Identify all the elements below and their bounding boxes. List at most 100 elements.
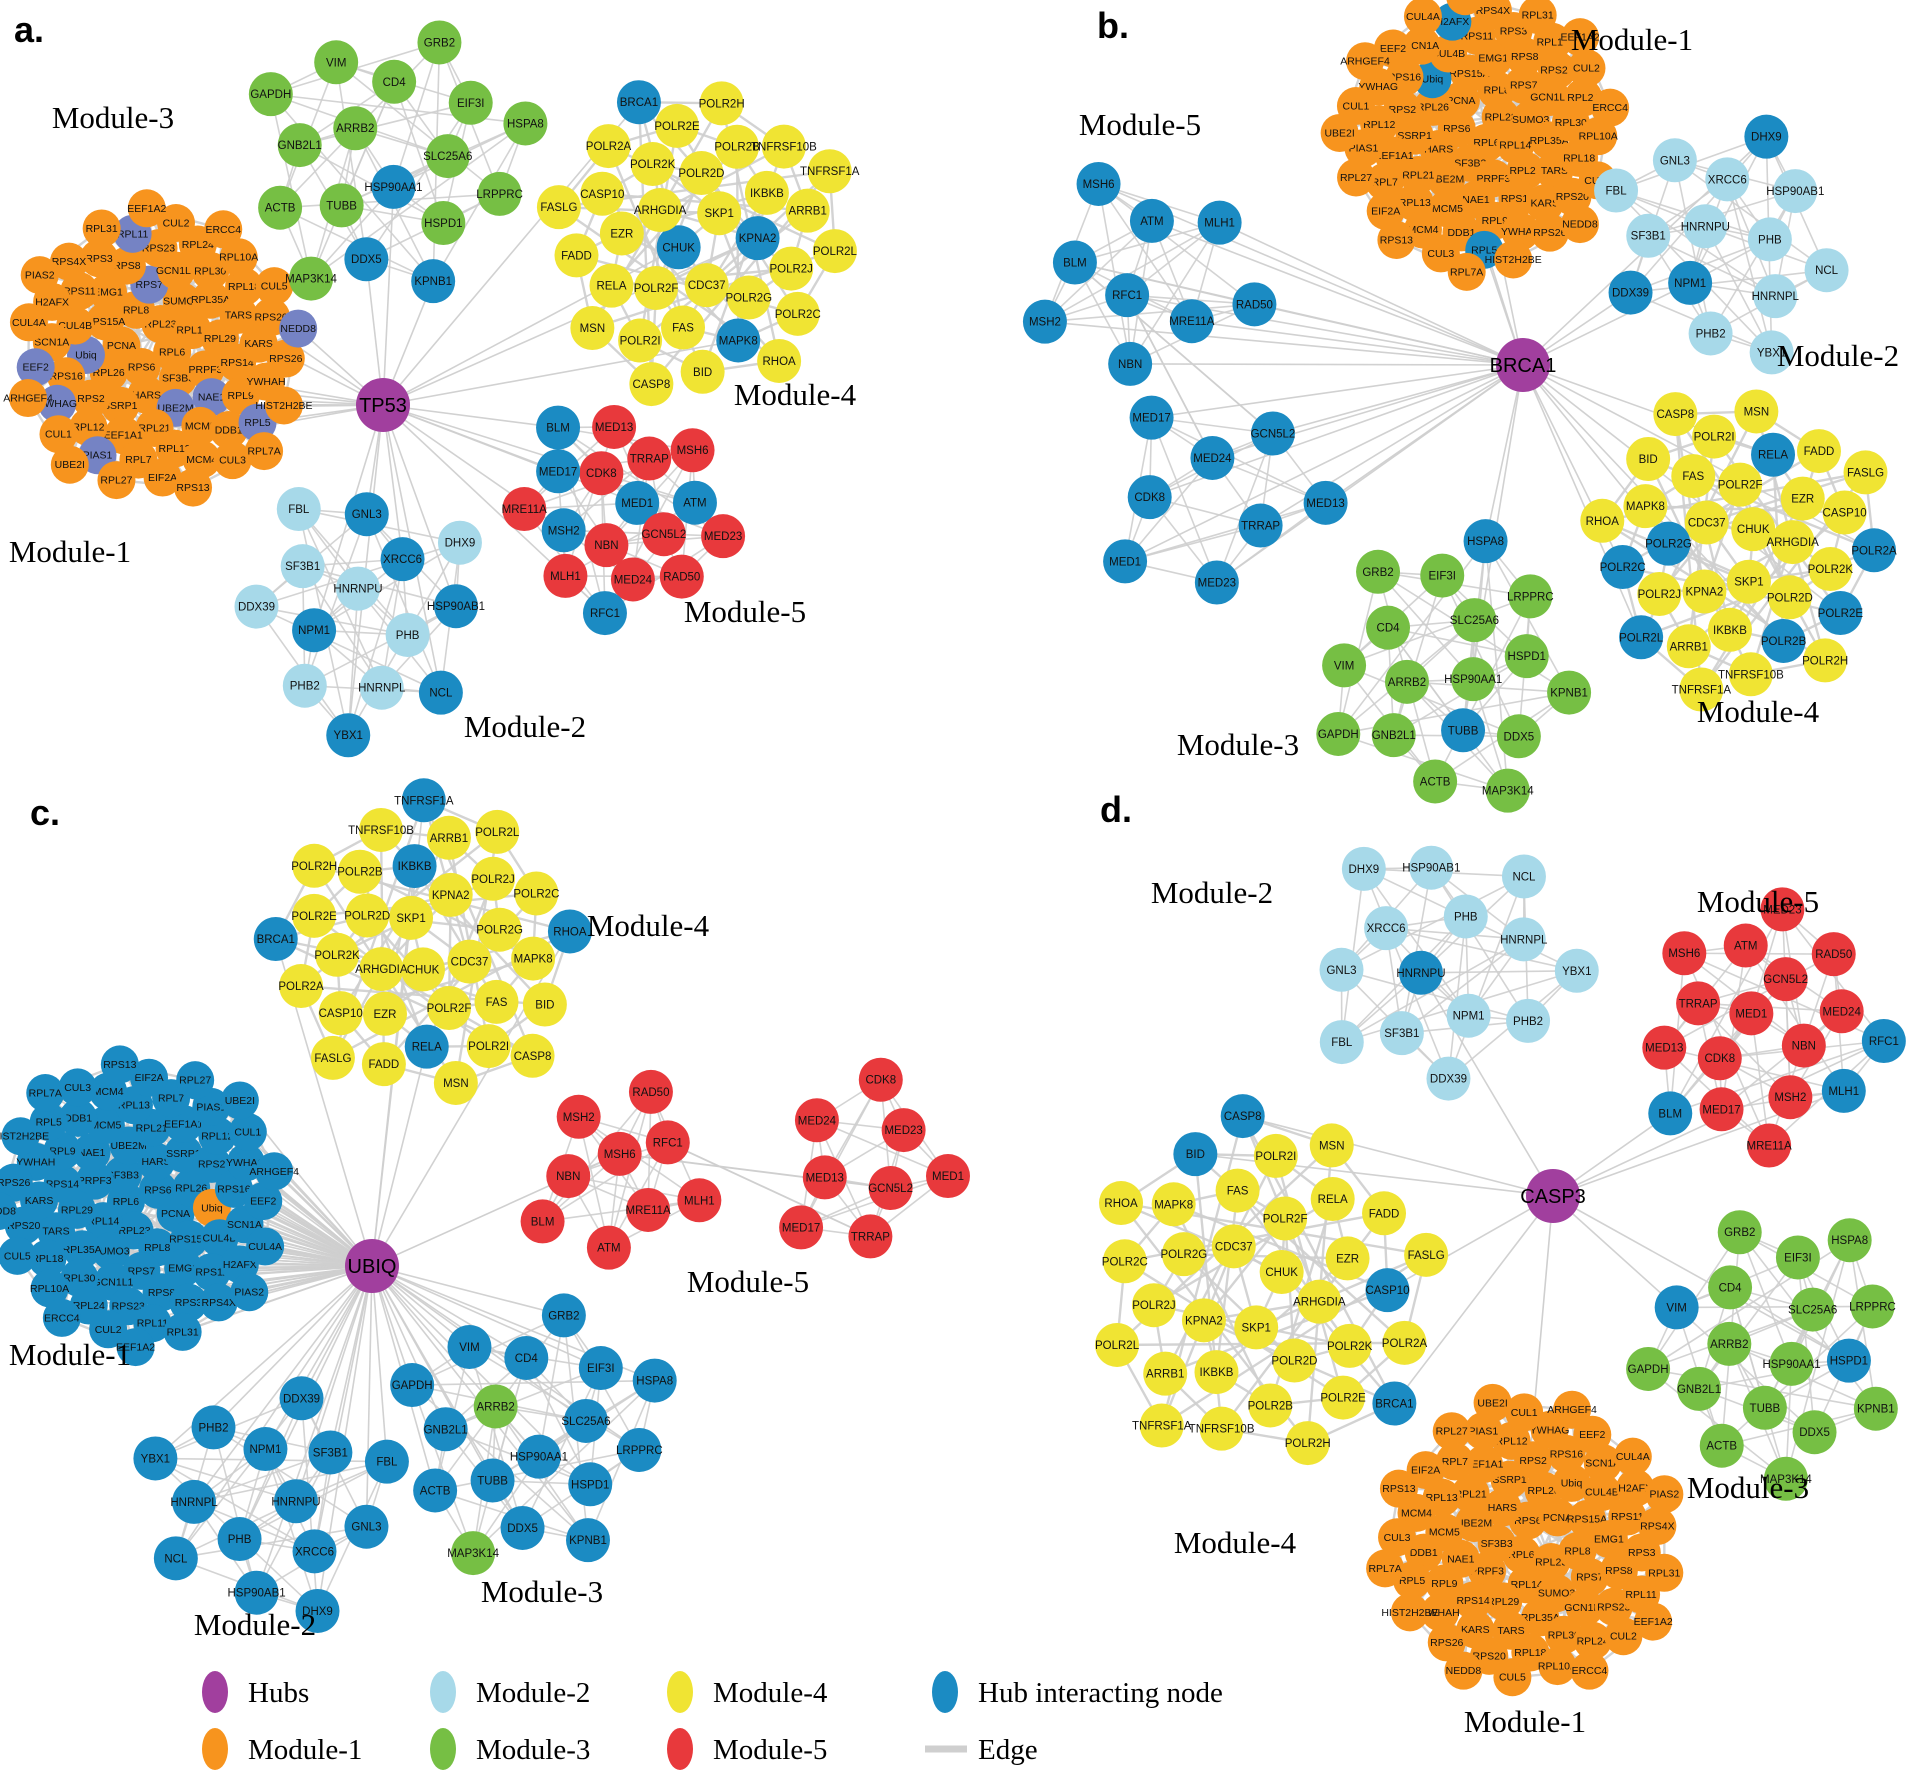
node-NEDD8[interactable] — [1444, 1651, 1483, 1690]
node-MED24[interactable] — [794, 1098, 839, 1143]
node-HNRNPL[interactable] — [1753, 274, 1798, 319]
node-POLR2J[interactable] — [1637, 572, 1682, 617]
node-CUL3[interactable] — [58, 1068, 97, 1107]
node-GNL3[interactable] — [1652, 138, 1697, 183]
node-NEDD8[interactable] — [0, 1192, 18, 1230]
node-RHOA[interactable] — [547, 909, 592, 954]
node-POLR2H[interactable] — [292, 843, 337, 888]
node-VIM[interactable] — [447, 1324, 492, 1369]
node-VIM[interactable] — [314, 40, 359, 85]
node-EEF2[interactable] — [16, 348, 55, 387]
node-RPL9[interactable] — [1425, 1564, 1464, 1603]
node-GAPDH[interactable] — [390, 1363, 435, 1408]
node-ERCC4[interactable] — [1570, 1651, 1609, 1690]
node-POLR2A[interactable] — [279, 964, 324, 1009]
node-CDK8[interactable] — [858, 1057, 903, 1102]
node-RELA[interactable] — [1751, 432, 1796, 477]
node-MSH2[interactable] — [1768, 1075, 1813, 1120]
node-GRB2[interactable] — [1717, 1210, 1762, 1255]
node-POLR2H[interactable] — [699, 81, 744, 126]
node-GNB2L1[interactable] — [423, 1407, 468, 1452]
node-TNFRSF10B[interactable] — [359, 807, 404, 852]
node-FASLG[interactable] — [1404, 1232, 1449, 1277]
node-PHB[interactable] — [217, 1517, 262, 1562]
node-BLM[interactable] — [520, 1199, 565, 1244]
node-BID[interactable] — [1173, 1132, 1218, 1177]
node-GNL3[interactable] — [344, 1504, 389, 1549]
node-TRRAP[interactable] — [1676, 981, 1721, 1026]
node-MAP3K14[interactable] — [451, 1531, 496, 1576]
node-CD4[interactable] — [1708, 1265, 1753, 1310]
node-GAPDH[interactable] — [248, 72, 293, 117]
node-CASP8[interactable] — [1653, 392, 1698, 437]
node-MED17[interactable] — [536, 449, 581, 494]
node-CASP8[interactable] — [510, 1033, 555, 1078]
node-CDK8[interactable] — [1697, 1036, 1742, 1081]
node-DDX39[interactable] — [234, 584, 279, 629]
node-RHOA[interactable] — [1580, 498, 1625, 543]
node-PRPF3[interactable] — [75, 1161, 114, 1200]
node-RPS4X[interactable] — [1638, 1507, 1677, 1546]
node-TRRAP[interactable] — [1238, 503, 1283, 548]
node-ARRB2[interactable] — [1707, 1321, 1752, 1366]
node-SKP1[interactable] — [389, 895, 434, 940]
node-CUL4A[interactable] — [1613, 1437, 1652, 1476]
node-EIF3I[interactable] — [578, 1346, 623, 1391]
node-SUMO3[interactable] — [91, 1231, 130, 1270]
node-HNRNPL[interactable] — [172, 1479, 217, 1524]
node-RPL27[interactable] — [176, 1061, 215, 1100]
node-CASP10[interactable] — [1822, 490, 1867, 535]
node-NPM1[interactable] — [1668, 260, 1713, 305]
node-GNB2L1[interactable] — [1371, 713, 1416, 758]
node-MAP3K14[interactable] — [1485, 768, 1530, 813]
node-POLR2D[interactable] — [1767, 575, 1812, 620]
node-VIM[interactable] — [1322, 643, 1367, 688]
node-RPS13[interactable] — [1379, 1469, 1418, 1508]
node-KPNB1[interactable] — [1853, 1386, 1898, 1431]
node-ERCC4[interactable] — [42, 1298, 81, 1337]
node-RELA[interactable] — [1310, 1176, 1355, 1221]
node-DDB1[interactable] — [59, 1098, 98, 1137]
node-ERCC4[interactable] — [204, 210, 243, 249]
node-MED23[interactable] — [701, 514, 746, 559]
node-BID[interactable] — [680, 349, 725, 394]
node-BRCA1[interactable] — [253, 917, 298, 962]
node-FAS[interactable] — [1671, 454, 1716, 499]
node-TNFRSF1A[interactable] — [807, 149, 852, 194]
node-KPNB1[interactable] — [1547, 670, 1592, 715]
node-POLR2K[interactable] — [1808, 547, 1853, 592]
node-MSH6[interactable] — [670, 428, 715, 473]
node-XRCC6[interactable] — [1364, 906, 1409, 951]
node-NPM1[interactable] — [1446, 993, 1491, 1038]
node-GNB2L1[interactable] — [277, 123, 322, 168]
node-ACTB[interactable] — [258, 185, 303, 230]
node-MED17[interactable] — [779, 1205, 824, 1250]
node-MED23[interactable] — [1194, 560, 1239, 605]
node-RPL27[interactable] — [97, 461, 136, 500]
node-POLR2C[interactable] — [1102, 1239, 1147, 1284]
node-NBN[interactable] — [546, 1154, 591, 1199]
node-RPL31[interactable] — [1645, 1553, 1684, 1592]
node-RPS15A[interactable] — [170, 1220, 209, 1259]
node-FADD[interactable] — [1362, 1191, 1407, 1236]
node-POLR2J[interactable] — [769, 246, 814, 291]
node-KPNA2[interactable] — [1682, 569, 1727, 614]
node-SF3B1[interactable] — [308, 1430, 353, 1475]
node-IKBKB[interactable] — [1707, 607, 1752, 652]
node-CD4[interactable] — [1366, 605, 1411, 650]
node-TARS[interactable] — [219, 295, 258, 334]
node-EZR[interactable] — [362, 991, 407, 1036]
node-RPL30[interactable] — [1544, 1615, 1583, 1654]
node-TNFRSF1A[interactable] — [1139, 1403, 1184, 1448]
node-CDK8[interactable] — [1127, 475, 1172, 520]
node-POLR2G[interactable] — [726, 275, 771, 320]
node-YBX1[interactable] — [133, 1436, 178, 1481]
node-EIF2A[interactable] — [1366, 191, 1405, 230]
node-GRB2[interactable] — [541, 1293, 586, 1338]
node-CD4[interactable] — [372, 59, 417, 104]
node-POLR2F[interactable] — [634, 265, 679, 310]
node-RFC1[interactable] — [645, 1120, 690, 1165]
node-CD4[interactable] — [504, 1335, 549, 1380]
node-HSP90AA1[interactable] — [1451, 657, 1496, 702]
node-KPNB1[interactable] — [411, 259, 456, 304]
